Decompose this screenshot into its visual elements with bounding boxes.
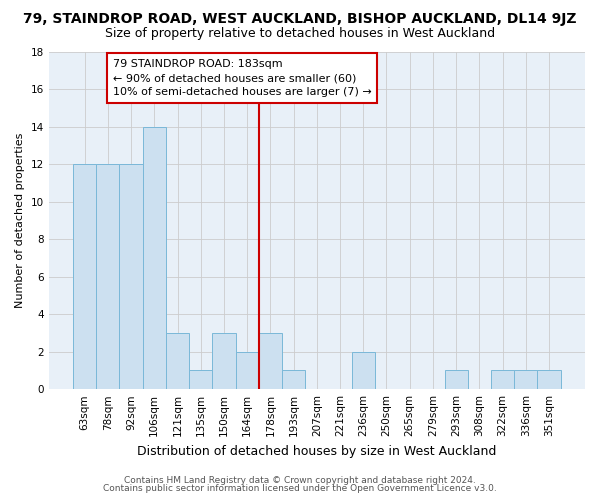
X-axis label: Distribution of detached houses by size in West Auckland: Distribution of detached houses by size … xyxy=(137,444,497,458)
Y-axis label: Number of detached properties: Number of detached properties xyxy=(15,132,25,308)
Text: Contains public sector information licensed under the Open Government Licence v3: Contains public sector information licen… xyxy=(103,484,497,493)
Text: 79 STAINDROP ROAD: 183sqm
← 90% of detached houses are smaller (60)
10% of semi-: 79 STAINDROP ROAD: 183sqm ← 90% of detac… xyxy=(113,59,371,97)
Bar xyxy=(236,352,259,389)
Bar xyxy=(96,164,119,389)
Bar xyxy=(282,370,305,389)
Bar xyxy=(212,333,236,389)
Bar xyxy=(119,164,143,389)
Bar xyxy=(73,164,96,389)
Text: Size of property relative to detached houses in West Auckland: Size of property relative to detached ho… xyxy=(105,28,495,40)
Bar xyxy=(143,126,166,389)
Bar xyxy=(352,352,375,389)
Text: 79, STAINDROP ROAD, WEST AUCKLAND, BISHOP AUCKLAND, DL14 9JZ: 79, STAINDROP ROAD, WEST AUCKLAND, BISHO… xyxy=(23,12,577,26)
Bar xyxy=(166,333,189,389)
Bar xyxy=(514,370,538,389)
Bar xyxy=(445,370,468,389)
Bar xyxy=(491,370,514,389)
Bar xyxy=(189,370,212,389)
Text: Contains HM Land Registry data © Crown copyright and database right 2024.: Contains HM Land Registry data © Crown c… xyxy=(124,476,476,485)
Bar xyxy=(259,333,282,389)
Bar xyxy=(538,370,560,389)
